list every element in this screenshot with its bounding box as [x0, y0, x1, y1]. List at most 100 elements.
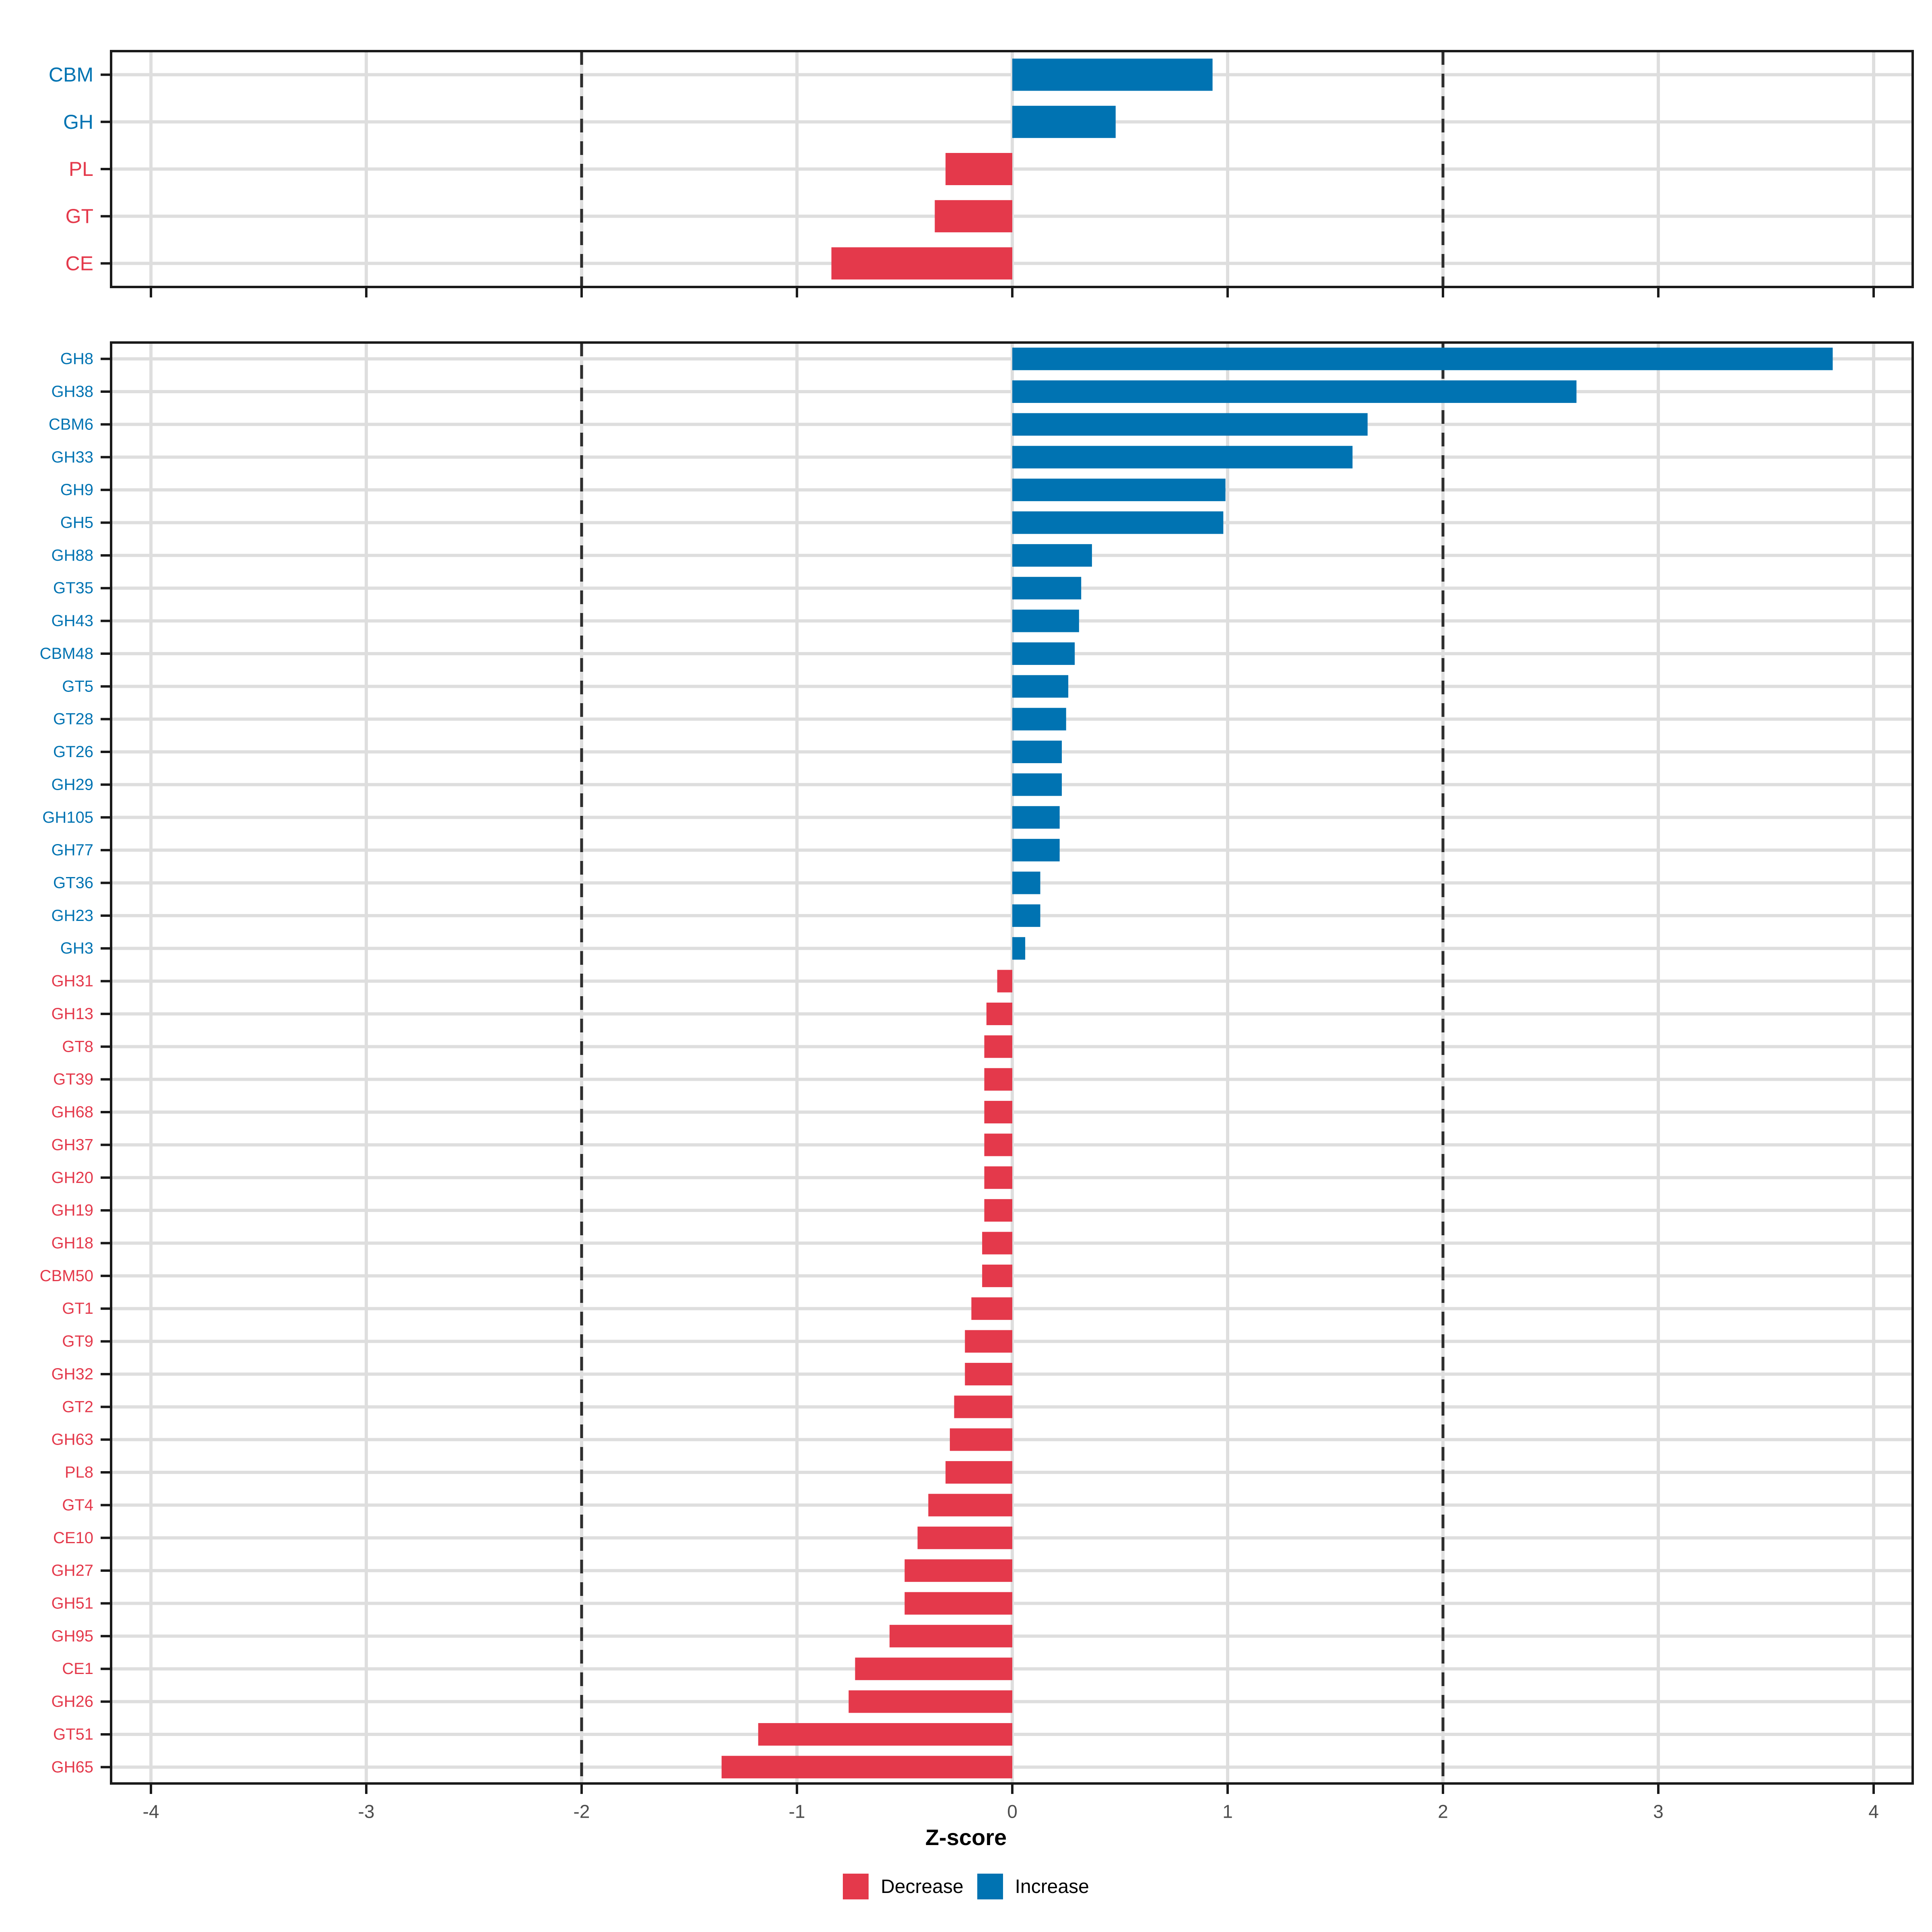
category-label-CBM: CBM: [49, 64, 93, 86]
x-axis-title: Z-score: [925, 1825, 1007, 1850]
category-label-GH8: GH8: [60, 350, 93, 368]
category-label-GH33: GH33: [52, 448, 94, 466]
bar-GH37: [984, 1133, 1012, 1156]
category-label-CE: CE: [66, 252, 93, 275]
category-label-GH5: GH5: [60, 514, 93, 532]
category-label-GH27: GH27: [52, 1562, 94, 1579]
category-label-GH26: GH26: [52, 1693, 94, 1711]
category-label-GT8: GT8: [62, 1038, 93, 1055]
legend-label-increase: Increase: [1015, 1876, 1089, 1897]
category-label-GH: GH: [63, 111, 93, 133]
bar-GT35: [1012, 577, 1082, 600]
bar-GH95: [890, 1624, 1012, 1647]
x-tick-label: 1: [1222, 1801, 1233, 1822]
category-label-GH19: GH19: [52, 1201, 94, 1219]
bar-CBM6: [1012, 413, 1368, 436]
category-label-GT36: GT36: [53, 874, 93, 892]
bar-GH31: [997, 970, 1012, 993]
category-label-GH65: GH65: [52, 1758, 94, 1776]
bar-GT1: [971, 1297, 1012, 1320]
panel-border: [110, 341, 1914, 1785]
bar-GH32: [965, 1362, 1012, 1385]
bar-GH51: [904, 1592, 1012, 1615]
x-tick-label: -2: [574, 1801, 590, 1822]
bar-GH29: [1012, 773, 1062, 796]
panel-border: [110, 50, 1914, 288]
bar-GH20: [984, 1166, 1012, 1189]
x-tick-label: 0: [1007, 1801, 1018, 1822]
category-label-GH29: GH29: [52, 776, 94, 793]
bar-GH5: [1012, 511, 1224, 534]
category-label-PL: PL: [69, 158, 93, 180]
category-label-GT4: GT4: [62, 1496, 93, 1514]
bar-GT: [935, 200, 1012, 233]
category-label-GH77: GH77: [52, 841, 94, 859]
category-label-GH95: GH95: [52, 1627, 94, 1645]
category-label-PL8: PL8: [65, 1463, 93, 1481]
bar-CE: [831, 247, 1012, 280]
category-label-GH37: GH37: [52, 1136, 94, 1154]
category-label-GT5: GT5: [62, 677, 93, 695]
bar-CBM50: [982, 1264, 1012, 1287]
x-tick-label: 3: [1653, 1801, 1664, 1822]
bar-GT36: [1012, 871, 1040, 894]
bar-GH19: [984, 1199, 1012, 1222]
legend-entry-decrease: Decrease: [843, 1874, 964, 1899]
bar-GH: [1012, 105, 1116, 138]
panel-classes: CBM GH PL GT CE: [49, 50, 1914, 297]
category-label-CE10: CE10: [53, 1529, 93, 1547]
panel-families: GH8GH38CBM6GH33GH9GH5GH88GT35GH43CBM48GT…: [40, 341, 1914, 1822]
category-label-GH23: GH23: [52, 907, 94, 925]
category-label-GT1: GT1: [62, 1300, 93, 1317]
category-label-GH13: GH13: [52, 1005, 94, 1023]
category-label-GH9: GH9: [60, 481, 93, 499]
category-label-GT28: GT28: [53, 710, 93, 728]
category-label-GH31: GH31: [52, 972, 94, 990]
category-label-GT39: GT39: [53, 1071, 93, 1088]
category-label-CBM48: CBM48: [40, 645, 93, 663]
bar-GT26: [1012, 741, 1062, 764]
bar-GH43: [1012, 609, 1079, 632]
category-label-GH51: GH51: [52, 1595, 94, 1612]
bar-GH13: [986, 1002, 1012, 1025]
bar-GH23: [1012, 904, 1040, 927]
bar-GH9: [1012, 479, 1226, 502]
bar-GH26: [848, 1690, 1012, 1713]
category-label-GT9: GT9: [62, 1333, 93, 1350]
bar-GH88: [1012, 544, 1092, 567]
bar-CBM48: [1012, 642, 1075, 665]
category-label-GH20: GH20: [52, 1169, 94, 1187]
category-label-GH88: GH88: [52, 547, 94, 564]
category-label-GT2: GT2: [62, 1398, 93, 1416]
category-label-GT51: GT51: [53, 1726, 93, 1743]
bar-GT39: [984, 1068, 1012, 1091]
legend-label-decrease: Decrease: [881, 1876, 964, 1897]
category-label-CE1: CE1: [62, 1660, 93, 1678]
bar-CBM: [1012, 58, 1213, 91]
bar-GT8: [984, 1035, 1012, 1058]
category-label-GH63: GH63: [52, 1431, 94, 1449]
bar-GH68: [984, 1101, 1012, 1124]
bar-PL8: [945, 1461, 1012, 1484]
category-label-GT35: GT35: [53, 579, 93, 597]
category-label-CBM50: CBM50: [40, 1267, 93, 1285]
bar-PL: [945, 153, 1012, 185]
increase-swatch-icon: [977, 1874, 1003, 1899]
x-tick-label: -3: [358, 1801, 375, 1822]
bar-GT9: [965, 1330, 1012, 1353]
category-label-GH18: GH18: [52, 1234, 94, 1252]
legend-entry-increase: Increase: [977, 1874, 1089, 1899]
bar-GH105: [1012, 806, 1060, 829]
bar-GT2: [954, 1395, 1012, 1418]
bar-GH3: [1012, 937, 1026, 960]
bar-GT4: [928, 1494, 1012, 1517]
bar-GH63: [949, 1428, 1012, 1451]
category-label-GH3: GH3: [60, 939, 93, 957]
bar-GT51: [758, 1723, 1012, 1746]
bar-CE10: [917, 1526, 1012, 1549]
bar-GH38: [1012, 380, 1577, 403]
category-label-GH43: GH43: [52, 612, 94, 630]
category-label-GH68: GH68: [52, 1103, 94, 1121]
